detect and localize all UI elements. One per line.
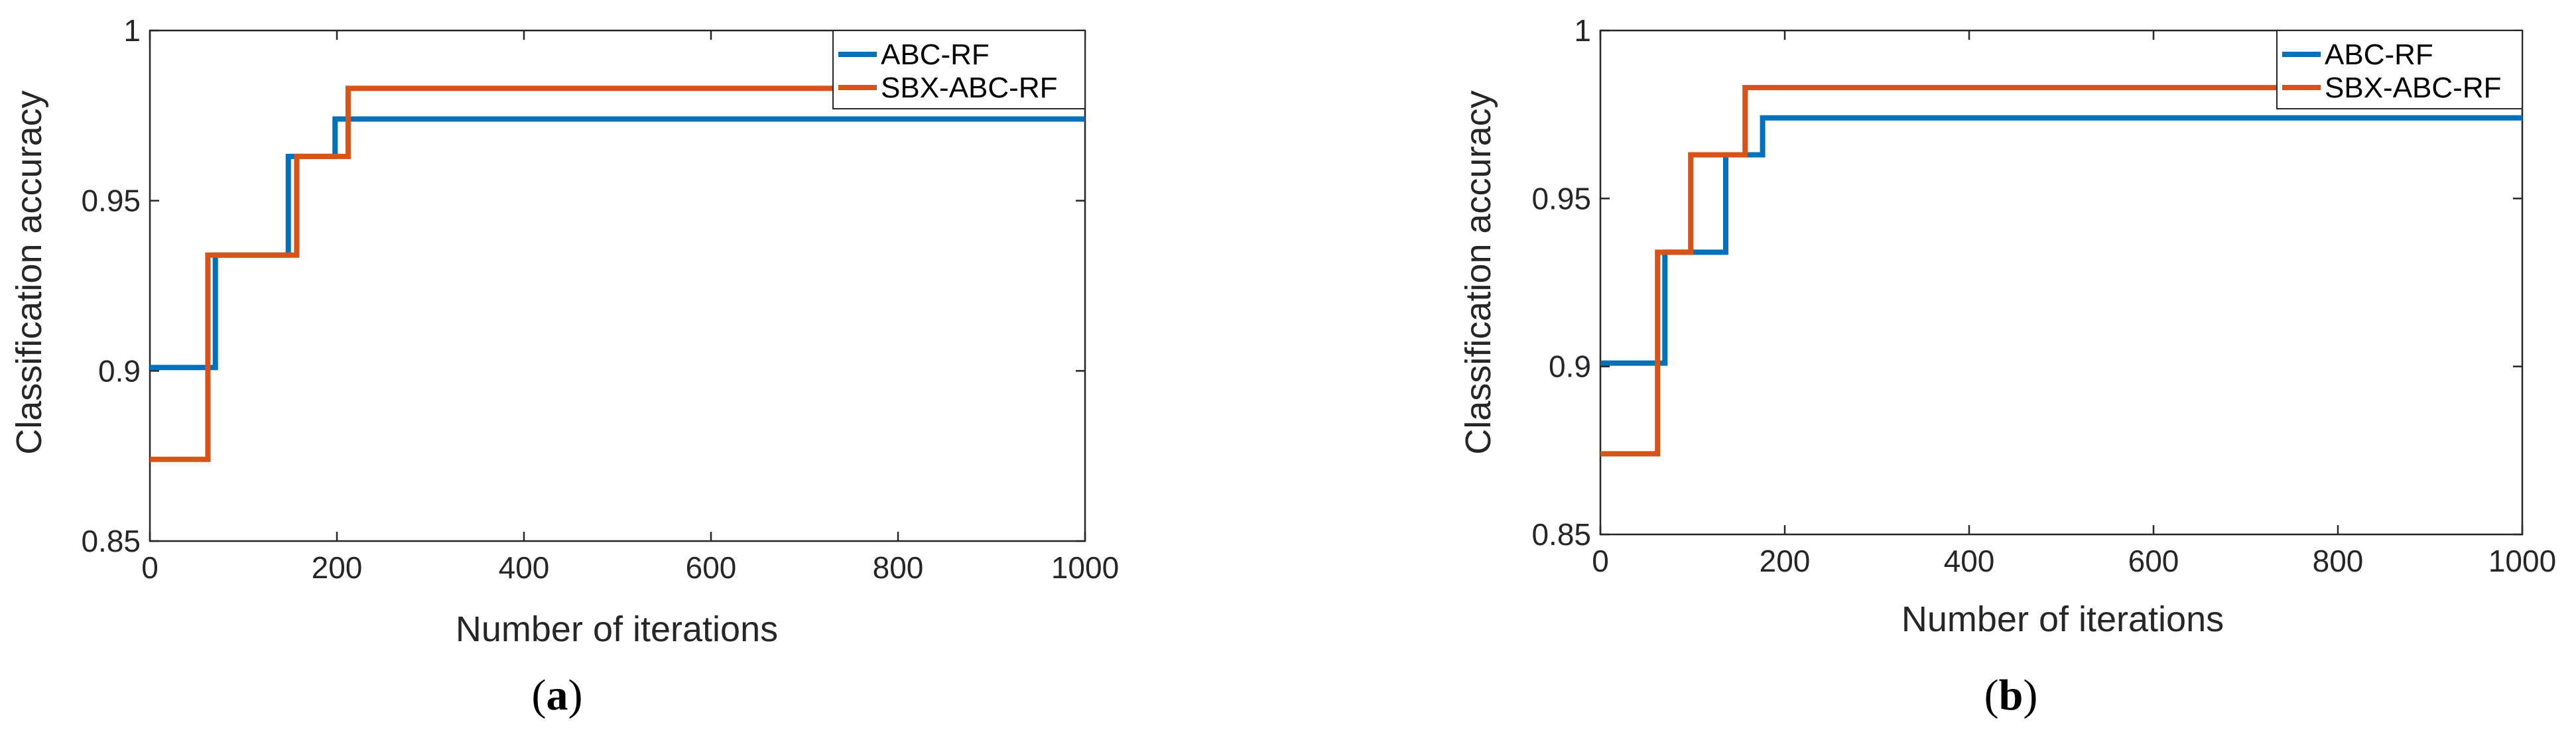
y-tick-label: 0.9: [98, 353, 141, 388]
x-tick-label: 200: [1760, 544, 1811, 578]
y-tick-label: 0.95: [81, 184, 141, 218]
y-tick-label: 1: [1574, 13, 1591, 48]
y-tick-label: 0.9: [1549, 349, 1591, 384]
panel-label-a: (a): [532, 671, 583, 719]
y-axis-label-a: Classification accuracy: [9, 90, 49, 454]
axes-box-b: [1599, 29, 2524, 536]
x-tick-label: 600: [2128, 544, 2179, 578]
plot-area-a: 0 200 400 600 800 1000 0.85 0.9 0.95 1 ABC-RFSBX-A…: [81, 13, 1119, 585]
panel-label-b: (b): [1984, 671, 2038, 719]
y-tick-label: 0.85: [1531, 517, 1591, 552]
series-line-abc-rf: [1600, 115, 2522, 366]
x-tick-label: 0: [141, 550, 159, 585]
x-tick-label: 800: [2313, 544, 2364, 578]
x-tick-label: 600: [686, 550, 737, 585]
x-tick-label: 800: [873, 550, 924, 585]
legend-label: SBX-ABC-RF: [881, 72, 1057, 104]
legend-box: [832, 30, 1086, 109]
y-tick-label: 0.95: [1531, 181, 1591, 215]
axes-box-a: [149, 29, 1086, 542]
legend-label: SBX-ABC-RF: [2325, 72, 2501, 104]
x-tick-label: 400: [1944, 544, 1995, 578]
x-tick-label: 400: [499, 550, 550, 585]
x-tick-label: 0: [1592, 544, 1609, 578]
y-tick-label: 0.85: [81, 524, 141, 558]
x-axis-label-b: Number of iterations: [1901, 599, 2224, 639]
x-tick-label: 200: [312, 550, 363, 585]
y-axis-label-b: Classification accuracy: [1458, 90, 1498, 454]
series-line-sbx-abc-rf: [150, 86, 1085, 462]
x-tick-label: 1000: [1051, 550, 1119, 585]
series-line-abc-rf: [150, 116, 1085, 371]
y-tick-label: 1: [123, 13, 141, 48]
legend-label: ABC-RF: [881, 38, 990, 71]
series-line-sbx-abc-rf: [1600, 85, 2522, 457]
chart-a: 0 200 400 600 800 1000 0.85 0.9 0.95 1 ABC-RFSBX-A…: [9, 13, 1119, 719]
legend-box: [2276, 30, 2523, 109]
x-tick-label: 1000: [2488, 544, 2556, 578]
chart-b: 0 200 400 600 800 1000 0.85 0.9 0.95 1 ABC-RFSBX-A…: [1458, 13, 2556, 719]
x-axis-label-a: Number of iterations: [456, 609, 778, 649]
legend-label: ABC-RF: [2325, 38, 2433, 71]
plot-area-b: 0 200 400 600 800 1000 0.85 0.9 0.95 1 ABC-RFSBX-A…: [1531, 13, 2556, 578]
